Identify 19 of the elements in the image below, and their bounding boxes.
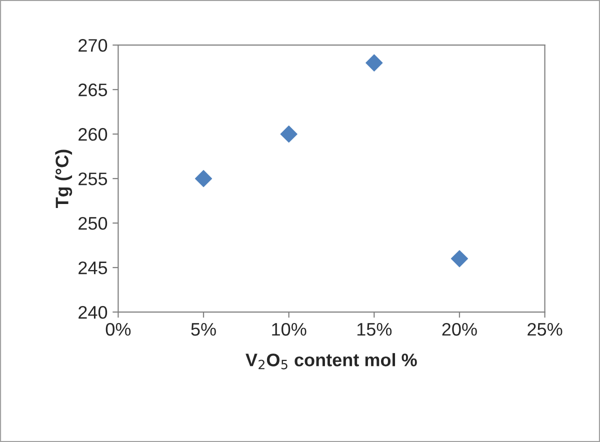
y-tick-label: 250 xyxy=(78,216,108,230)
x-tick-label: 5% xyxy=(191,323,216,336)
y-tick-label: 270 xyxy=(78,39,108,52)
y-tick-label: 255 xyxy=(78,172,108,186)
point xyxy=(194,170,212,188)
x-tick-label: 0% xyxy=(106,322,131,336)
point xyxy=(280,126,298,143)
y-tick-label: 240 xyxy=(78,306,108,319)
x-tick-label: 20% xyxy=(442,322,477,336)
y-tick-label: 260 xyxy=(78,128,108,141)
point xyxy=(450,250,468,268)
x-tick-label: 15% xyxy=(357,323,392,336)
y-axis-title: Tg (°C) xyxy=(55,150,72,208)
x-tick-label: 25% xyxy=(528,322,562,336)
y-tick-label: 245 xyxy=(78,261,108,274)
x-axis-title: V$_{2}$O$_{5}$ content mol % xyxy=(246,353,417,370)
point xyxy=(366,54,383,72)
y-tick-label: 265 xyxy=(78,84,108,96)
x-tick-label: 10% xyxy=(272,322,306,336)
